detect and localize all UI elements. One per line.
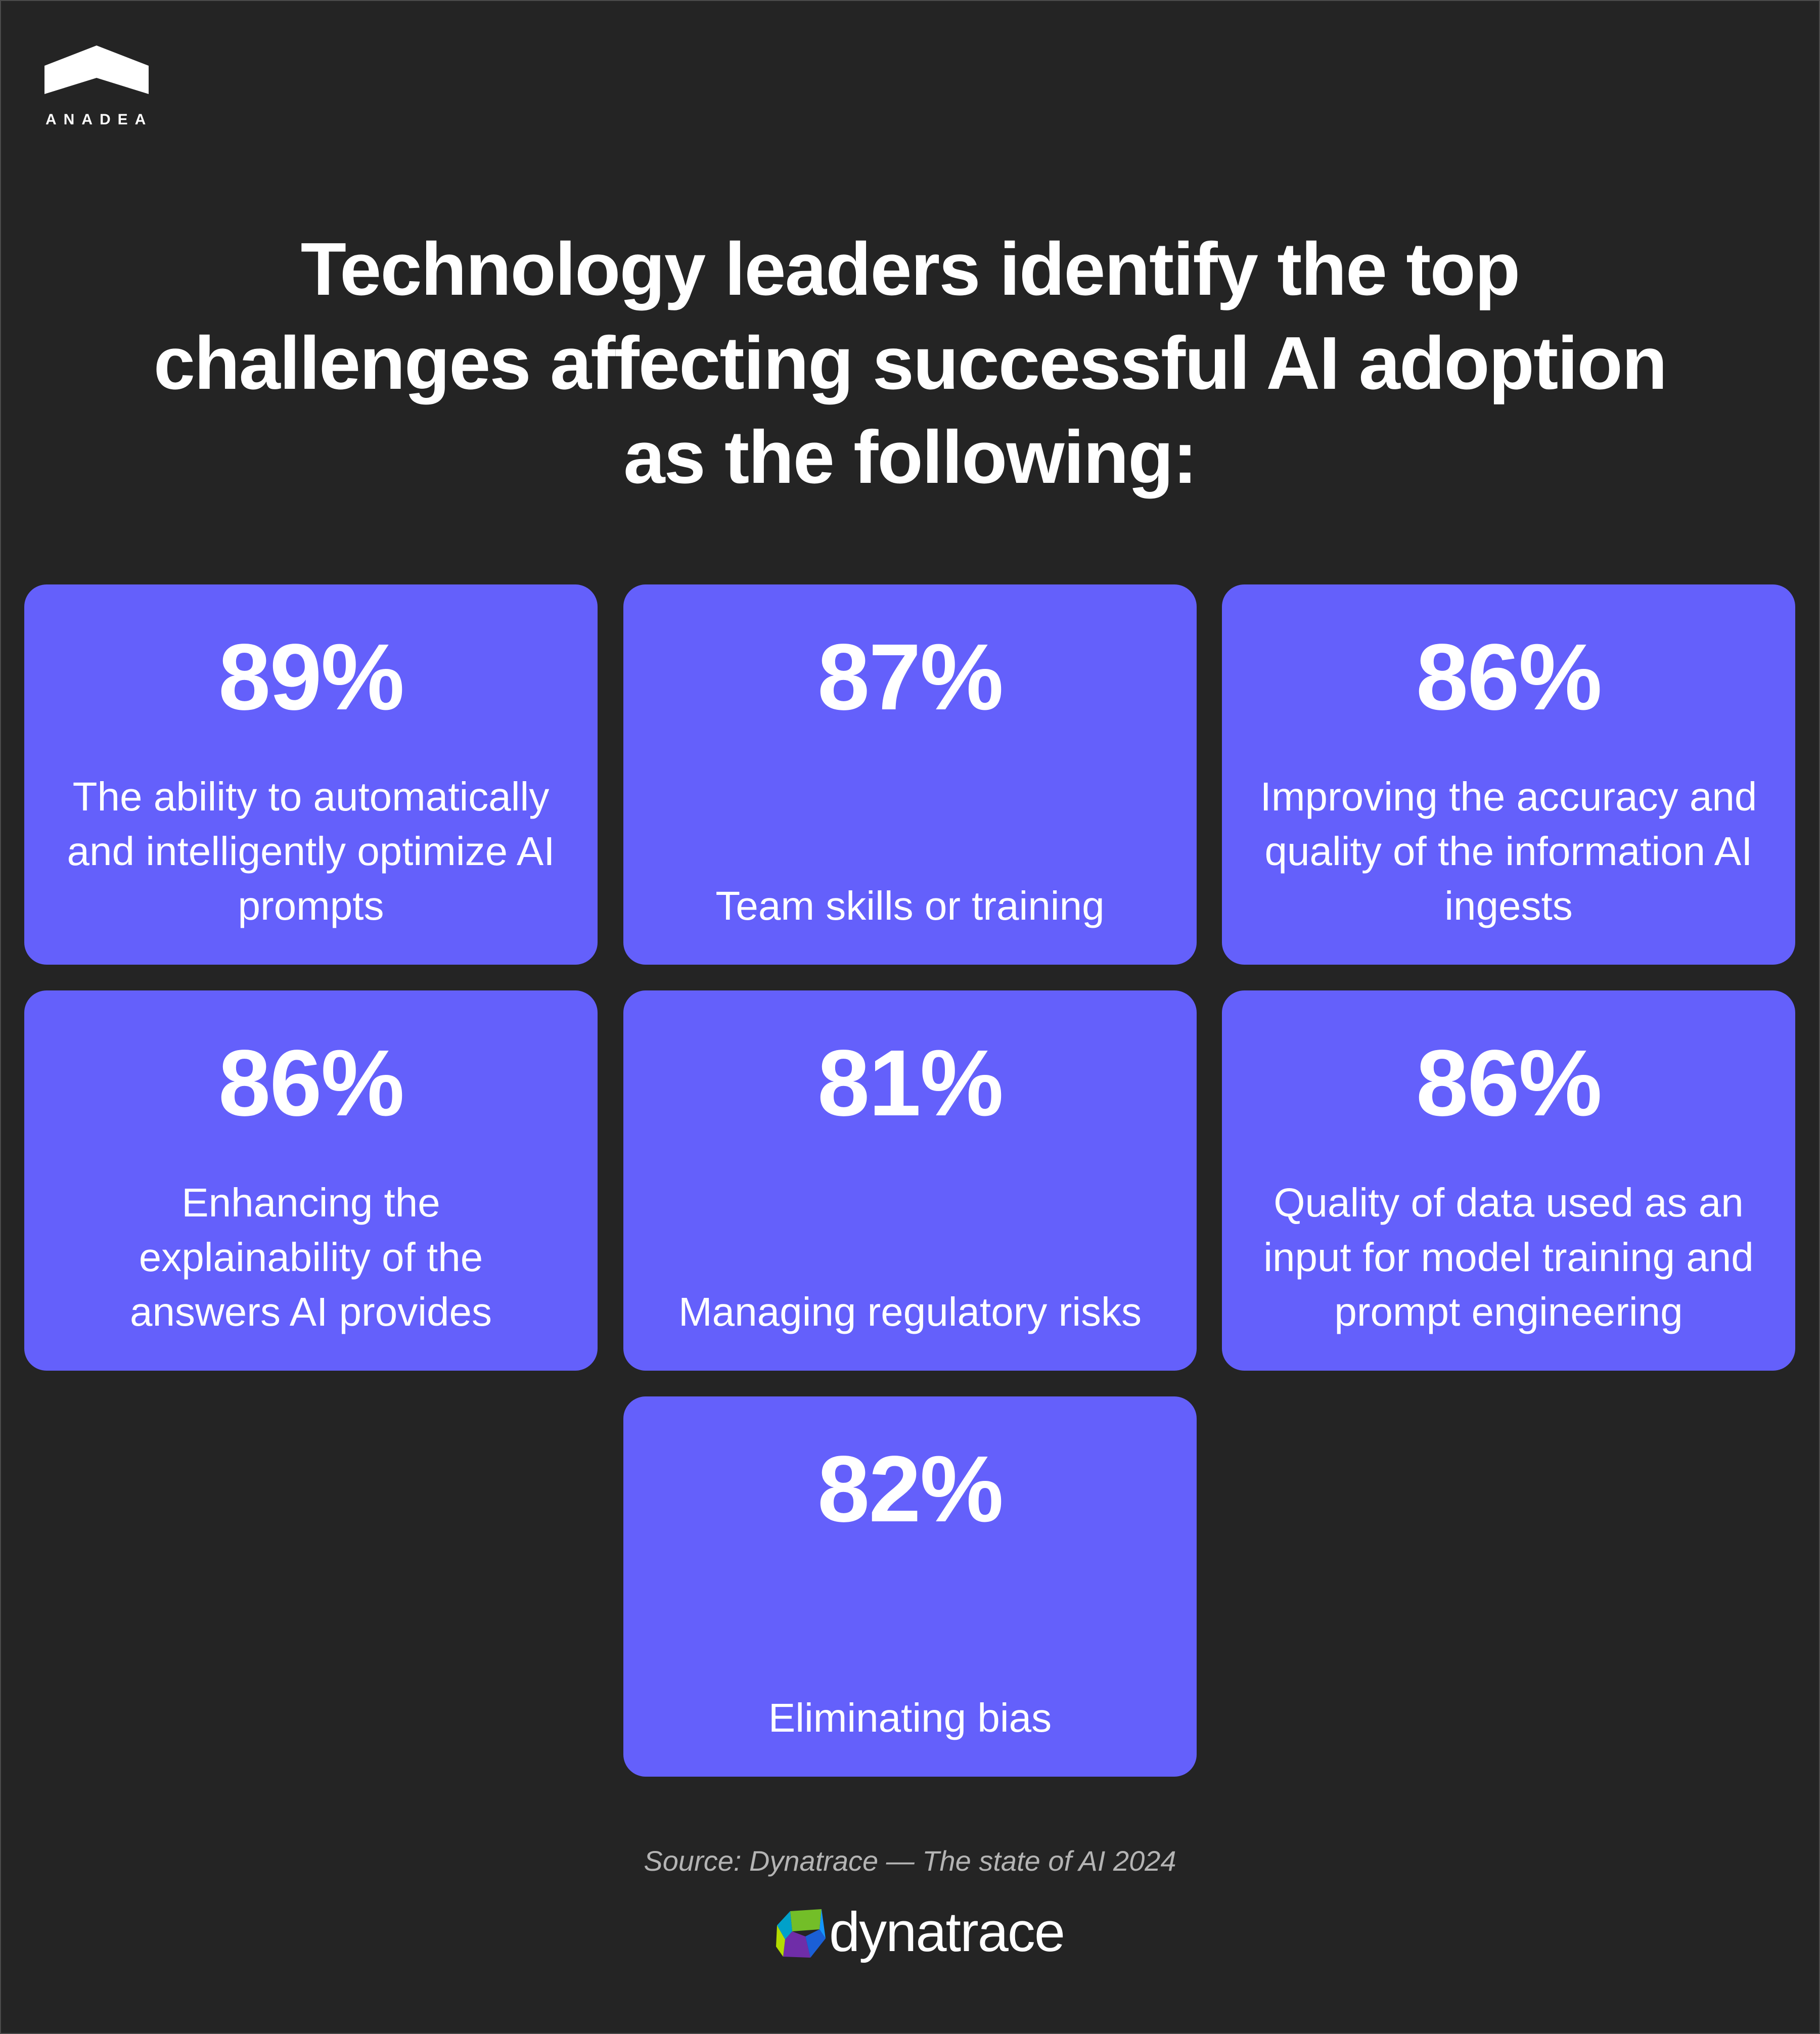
- stat-percent: 86%: [218, 1031, 404, 1136]
- stat-percent: 87%: [817, 625, 1004, 730]
- stat-card: 82% Eliminating bias: [623, 1396, 1197, 1777]
- stat-description-line: quality of the information AI: [1264, 829, 1753, 874]
- stat-percent: 81%: [817, 1031, 1004, 1136]
- stat-percent: 86%: [1416, 625, 1602, 730]
- stat-card: 81% Managing regulatory risks: [623, 990, 1197, 1371]
- stat-percent: 86%: [1416, 1031, 1602, 1136]
- stat-card: 86% Improving the accuracy and quality o…: [1222, 584, 1795, 965]
- stat-description: Quality of data used as an input for mod…: [1242, 1176, 1775, 1339]
- source-caption: Source: Dynatrace — The state of AI 2024: [644, 1845, 1176, 1877]
- stat-description-line: input for model training and: [1263, 1235, 1754, 1280]
- stat-description-line: Quality of data used as an: [1273, 1180, 1744, 1225]
- title-line-1: Technology leaders identify the top: [300, 228, 1521, 311]
- stat-description-line: prompt engineering: [1334, 1289, 1683, 1334]
- dynatrace-wordmark: dynatrace: [829, 1901, 1065, 1963]
- anadea-logo: ANADEA: [44, 46, 151, 131]
- stat-card: 86% Quality of data used as an input for…: [1222, 990, 1795, 1371]
- stat-description-line: answers AI provides: [130, 1289, 492, 1334]
- stat-description-line: Eliminating bias: [768, 1695, 1052, 1740]
- stat-description: Team skills or training: [644, 879, 1176, 933]
- stat-card: 89% The ability to automatically and int…: [24, 584, 598, 965]
- stat-description: Managing regulatory risks: [644, 1285, 1176, 1339]
- logo-text: ANADEA: [46, 111, 153, 128]
- title-line-3: as the following:: [623, 416, 1198, 499]
- stat-description-line: and intelligently optimize AI: [67, 829, 555, 874]
- stat-description-line: Managing regulatory risks: [678, 1289, 1142, 1334]
- stat-card: 86% Enhancing the explainability of the …: [24, 990, 598, 1371]
- house-roof-icon: [44, 46, 149, 94]
- stat-percent: 82%: [817, 1437, 1004, 1542]
- stat-description-line: explainability of the: [139, 1235, 483, 1280]
- stat-description: Enhancing the explainability of the answ…: [44, 1176, 577, 1339]
- stat-description: Improving the accuracy and quality of th…: [1242, 770, 1775, 933]
- stat-description-line: Improving the accuracy and: [1260, 774, 1757, 819]
- stat-description-line: Enhancing the: [181, 1180, 440, 1225]
- stat-description: Eliminating bias: [644, 1691, 1176, 1745]
- stat-percent: 89%: [218, 625, 404, 730]
- dynatrace-logo-icon: [776, 1909, 826, 1958]
- stat-description-line: Team skills or training: [715, 883, 1105, 928]
- stat-description: The ability to automatically and intelli…: [44, 770, 577, 933]
- stat-description-line: The ability to automatically: [72, 774, 550, 819]
- stat-description-line: ingests: [1444, 883, 1573, 928]
- page-title: Technology leaders identify the top chal…: [0, 222, 1820, 505]
- title-line-2: challenges affecting successful AI adopt…: [153, 322, 1668, 405]
- stat-description-line: prompts: [238, 883, 384, 928]
- dynatrace-brand: dynatrace: [768, 1902, 1065, 1963]
- stat-card: 87% Team skills or training: [623, 584, 1197, 965]
